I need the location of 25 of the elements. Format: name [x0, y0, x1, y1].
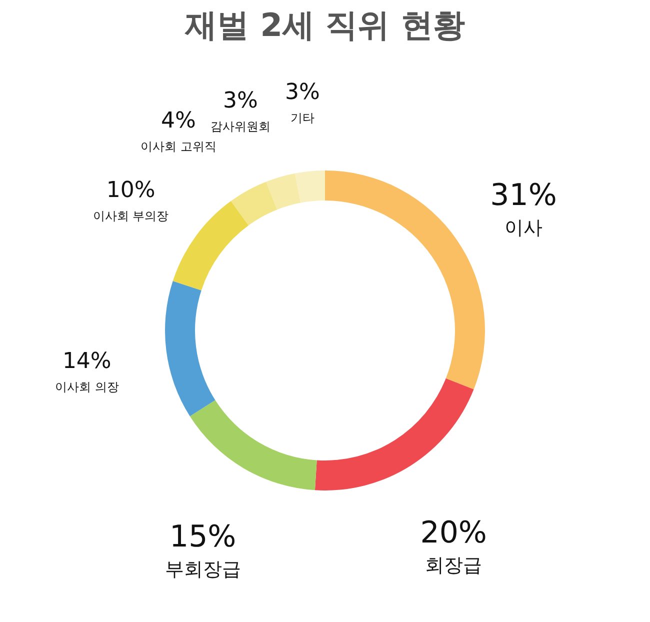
data-label: 3%	[284, 80, 320, 106]
donut-slice	[314, 378, 474, 490]
slice-label: 이사회 고위직	[140, 140, 216, 154]
slice-label: 이사회 의장	[54, 380, 119, 394]
donut-slice	[165, 281, 216, 416]
data-label: 14%	[62, 349, 112, 374]
data-label: 15%	[169, 520, 236, 555]
donut-slice	[190, 400, 317, 490]
donut-slice	[325, 170, 485, 390]
slice-label: 이사	[504, 217, 542, 240]
data-label: 4%	[160, 108, 196, 134]
slice-label: 회장급	[425, 554, 482, 577]
slice-label: 감사위원회	[210, 120, 270, 134]
chart-title: 재벌 2세 직위 현황	[184, 6, 465, 44]
slice-label: 기타	[290, 111, 314, 126]
data-label: 31%	[490, 178, 557, 214]
slice-label: 부회장급	[164, 558, 241, 581]
slice-label: 이사회 부의장	[92, 208, 169, 223]
data-label: 3%	[222, 88, 258, 114]
data-label: 10%	[106, 178, 156, 203]
donut-slice	[230, 182, 278, 226]
donut-slice	[266, 173, 301, 210]
donut-slice	[295, 170, 325, 203]
data-label: 20%	[420, 516, 487, 551]
donut-slice	[172, 201, 249, 290]
